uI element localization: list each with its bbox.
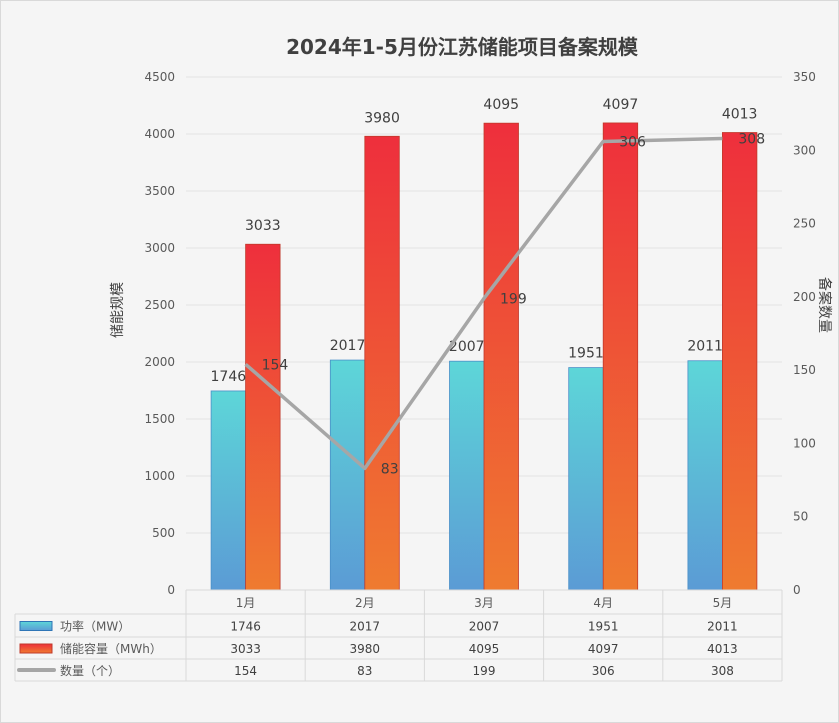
bar-capacity (483, 122, 519, 591)
y2-tick-label: 0 (793, 583, 801, 597)
bar-capacity (364, 135, 400, 591)
y-tick-label: 3000 (144, 241, 175, 255)
table-cell: 308 (711, 664, 734, 678)
legend-swatch (19, 621, 53, 631)
table-cell: 2011 (707, 620, 738, 634)
table-cell: 306 (592, 664, 615, 678)
y-tick-label: 2000 (144, 355, 175, 369)
y-tick-label: 0 (167, 583, 175, 597)
y2-axis-title: 备案数量 (816, 277, 833, 333)
legend-swatch (19, 643, 53, 654)
data-label-count: 83 (381, 461, 399, 477)
table-cell: 4013 (707, 642, 738, 656)
data-label-power: 2017 (330, 338, 366, 354)
bar-capacity (245, 243, 281, 591)
y2-tick-label: 200 (793, 290, 816, 304)
y-tick-label: 3500 (144, 184, 175, 198)
data-label-power: 2007 (449, 339, 485, 355)
data-label-power: 2011 (687, 339, 723, 355)
table-cell: 83 (357, 664, 372, 678)
legend-label: 储能容量（MWh） (60, 641, 162, 656)
table-cell: 154 (234, 664, 257, 678)
table-cell: 2007 (469, 620, 500, 634)
table-cell: 3033 (230, 642, 261, 656)
y-tick-label: 2500 (144, 298, 175, 312)
y-tick-label: 4500 (144, 70, 175, 84)
y-axis-title: 储能规模 (110, 282, 126, 338)
x-tick-label: 5月 (713, 596, 733, 610)
bar-capacity (722, 132, 758, 591)
table-cell: 3980 (350, 642, 381, 656)
data-label-capacity: 3033 (245, 218, 281, 234)
y2-tick-label: 350 (793, 70, 816, 84)
bar-power (210, 390, 247, 591)
table-cell: 1951 (588, 620, 619, 634)
bar-power (329, 359, 366, 591)
line-count (244, 136, 723, 471)
y2-tick-label: 150 (793, 363, 816, 377)
x-tick-label: 3月 (474, 596, 494, 610)
y-tick-label: 500 (152, 526, 175, 540)
table-cell: 199 (473, 664, 496, 678)
table-cell: 2017 (350, 620, 381, 634)
data-label-count: 199 (500, 291, 527, 307)
y-tick-label: 4000 (144, 127, 175, 141)
data-label-capacity: 4095 (483, 97, 519, 113)
data-label-count: 154 (262, 357, 289, 373)
y-tick-label: 1000 (144, 469, 175, 483)
bar-power (687, 360, 723, 591)
legend-label: 功率（MW） (60, 619, 130, 634)
data-label-power: 1951 (568, 346, 604, 362)
table-cell: 4095 (469, 642, 500, 656)
x-tick-label: 4月 (593, 596, 613, 610)
bar-power (449, 360, 485, 591)
chart-title: 2024年1-5月份江苏储能项目备案规模 (286, 35, 639, 59)
data-label-count: 308 (738, 132, 765, 148)
y2-tick-label: 250 (793, 217, 816, 231)
x-tick-label: 1月 (236, 596, 256, 610)
bar-power (568, 367, 604, 591)
x-tick-label: 2月 (355, 596, 375, 610)
data-label-capacity: 4097 (603, 97, 639, 113)
legend-label: 数量（个） (60, 663, 120, 678)
data-label-count: 306 (619, 134, 646, 150)
y-tick-label: 1500 (144, 412, 175, 426)
bar-capacity (602, 122, 639, 591)
data-label-capacity: 4013 (722, 107, 758, 123)
y2-tick-label: 100 (793, 436, 816, 450)
data-label-power: 1746 (211, 369, 247, 385)
y2-tick-label: 300 (793, 143, 816, 157)
y2-tick-label: 50 (793, 510, 808, 524)
table-cell: 1746 (230, 620, 261, 634)
table-cell: 4097 (588, 642, 619, 656)
data-label-capacity: 3980 (364, 110, 400, 126)
